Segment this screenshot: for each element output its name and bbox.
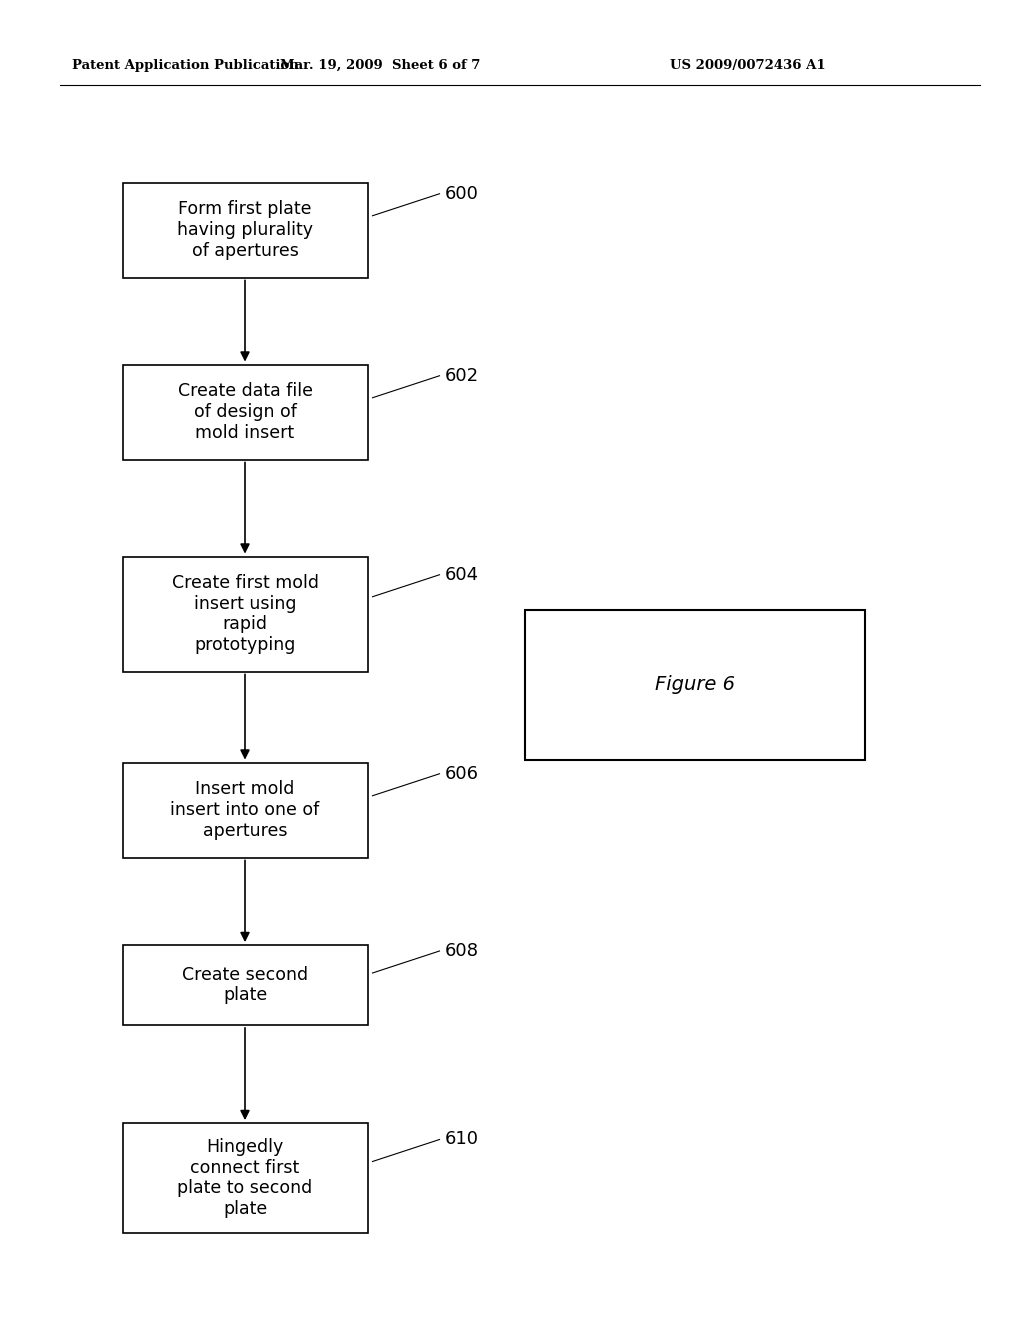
Text: 610: 610 — [444, 1130, 478, 1148]
Text: US 2009/0072436 A1: US 2009/0072436 A1 — [670, 58, 825, 71]
Text: Mar. 19, 2009  Sheet 6 of 7: Mar. 19, 2009 Sheet 6 of 7 — [280, 58, 480, 71]
Text: Create first mold
insert using
rapid
prototyping: Create first mold insert using rapid pro… — [171, 574, 318, 655]
Text: Figure 6: Figure 6 — [655, 676, 735, 694]
Text: 602: 602 — [444, 367, 478, 384]
Bar — [123, 182, 368, 277]
Bar — [123, 945, 368, 1026]
Bar — [123, 557, 368, 672]
Text: 606: 606 — [444, 764, 478, 783]
Text: Form first plate
having plurality
of apertures: Form first plate having plurality of ape… — [177, 201, 313, 260]
Text: Create second
plate: Create second plate — [182, 966, 308, 1005]
Bar — [123, 364, 368, 459]
Bar — [123, 763, 368, 858]
Text: Patent Application Publication: Patent Application Publication — [72, 58, 299, 71]
Text: Hingedly
connect first
plate to second
plate: Hingedly connect first plate to second p… — [177, 1138, 312, 1218]
Text: 600: 600 — [444, 185, 478, 203]
Bar — [525, 610, 865, 760]
Text: Insert mold
insert into one of
apertures: Insert mold insert into one of apertures — [170, 780, 319, 840]
Text: 608: 608 — [444, 942, 478, 960]
Text: Create data file
of design of
mold insert: Create data file of design of mold inser… — [177, 383, 312, 442]
Bar — [123, 1123, 368, 1233]
Text: 604: 604 — [444, 566, 478, 583]
